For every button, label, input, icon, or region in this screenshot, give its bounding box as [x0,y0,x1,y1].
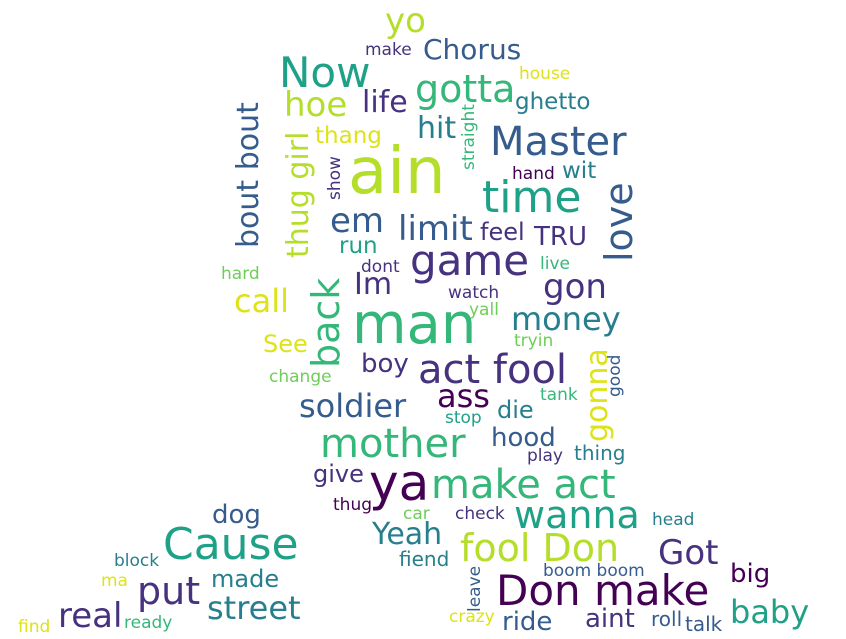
word-real: real [58,596,123,636]
word-hard: hard [221,264,260,284]
word-crazy: crazy [449,607,495,627]
word-die: die [497,396,534,424]
word-act-fool: act fool [418,347,568,393]
word-ready: ready [124,613,173,633]
word-tryin: tryin [514,331,554,351]
word-tru: TRU [534,222,587,252]
word-aint: aint [585,604,635,634]
word-make: make [365,40,412,60]
word-thing: thing [574,441,626,465]
word-yeah: Yeah [372,517,443,552]
word-straight: straight [459,104,479,170]
word-good: good [605,354,625,397]
word-give: give [313,460,364,488]
word-big: big [730,559,771,589]
word-game: game [410,236,530,285]
word-hit: hit [417,111,457,146]
word-dont: dont [361,257,400,277]
word-run: run [339,233,378,259]
word-thug: thug [333,495,373,515]
word-fool-don: fool Don [460,526,620,570]
word-yall: yall [469,300,499,320]
word-gon: gon [543,267,607,307]
word-boom-boom: boom boom [543,561,645,581]
word-ass: ass [437,377,490,415]
word-show: show [325,156,345,200]
word-play: play [527,446,563,466]
word-find: find [18,617,51,637]
word-got: Got [658,533,719,573]
word-mother: mother [320,421,466,467]
word-man: man [352,292,477,357]
word-life: life [362,85,408,120]
word-limit: limit [398,209,473,249]
word-wanna: wanna [514,493,640,537]
word-see: See [263,330,308,358]
word-yo: yo [385,1,426,41]
word-tank: tank [540,385,578,405]
word-head: head [652,510,695,530]
word-talk: talk [685,612,723,636]
word-house: house [519,64,571,84]
word-hood: hood [491,423,556,453]
word-block: block [114,551,160,571]
word-chorus: Chorus [423,33,522,66]
word-dog: dog [212,500,261,530]
word-thug-girl: thug girl [281,131,316,258]
word-make-act: make act [431,462,616,508]
word-roll: roll [651,607,683,631]
word-change: change [269,367,332,387]
word-check: check [455,504,505,524]
word-baby: baby [730,593,810,631]
word-back: back [304,277,348,368]
word-fiend: fiend [399,547,450,571]
word-street: street [207,589,301,627]
word-live: live [540,254,570,274]
word-time: time [482,172,582,223]
word-watch: watch [448,283,500,303]
word-hand: hand [512,164,555,184]
word-ghetto: ghetto [515,89,591,115]
word-ride: ride [502,607,553,637]
word-car: car [403,504,430,524]
word-call: call [234,282,289,320]
word-gotta: gotta [415,67,516,111]
word-leave: leave [465,565,485,612]
word-cause: Cause [163,519,299,570]
word-don-make: Don make [496,566,710,615]
word-money: money [511,300,621,338]
word-im: Im [354,267,393,302]
word-put: put [137,569,201,613]
word-now: Now [279,48,371,97]
word-love: love [597,182,641,262]
word-ma: ma [101,571,128,591]
word-stop: stop [445,408,482,428]
word-em: em [330,201,385,241]
word-feel: feel [480,218,525,246]
word-soldier: soldier [299,387,407,425]
word-hoe: hoe [284,85,348,125]
word-bout-bout: bout bout [231,102,266,248]
word-boy: boy [361,349,409,379]
word-wit: wit [562,158,597,184]
word-thang: thang [315,123,382,149]
word-master: Master [490,119,627,165]
word-ain: ain [348,135,446,209]
word-made: made [211,565,280,593]
word-ya: ya [369,454,430,512]
